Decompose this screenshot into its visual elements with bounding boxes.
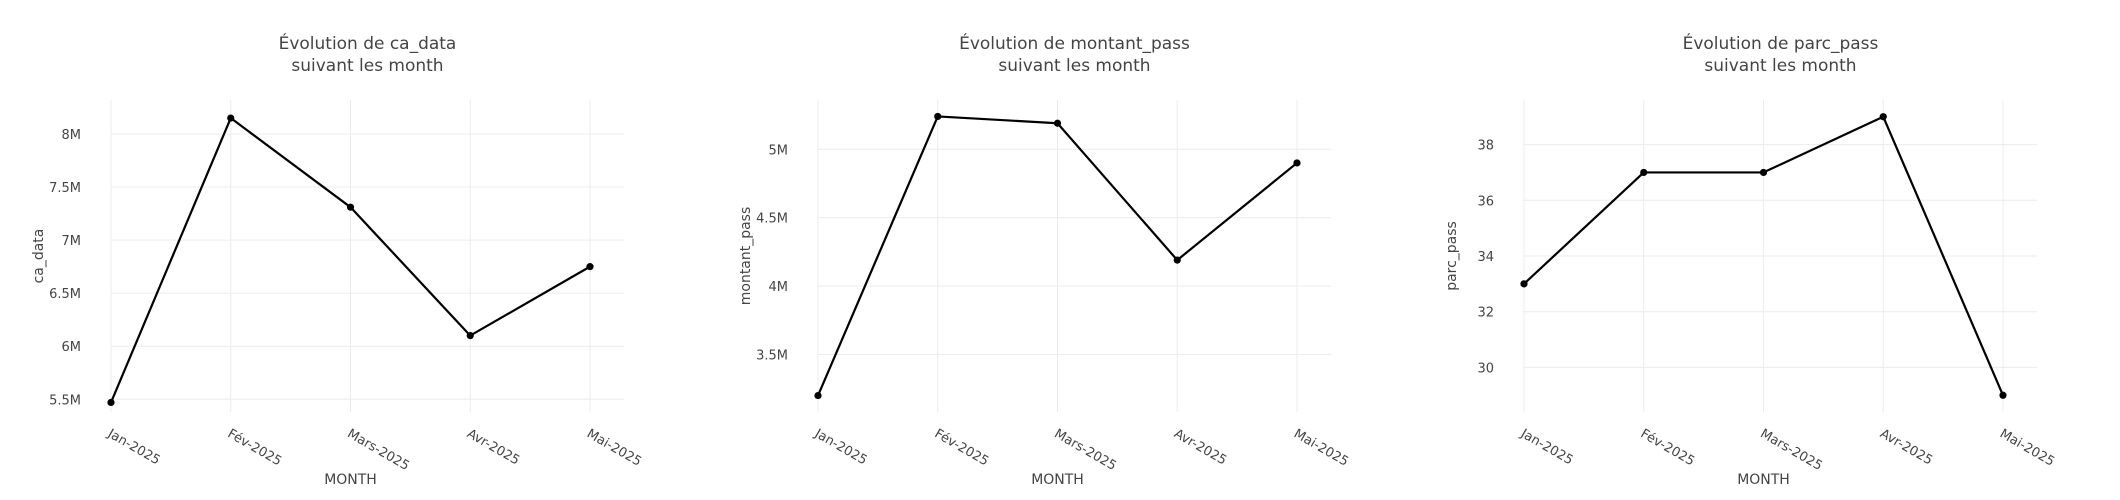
chart-title: Évolution de parc_pass (1683, 32, 1879, 54)
y-axis-title: montant_pass (738, 207, 754, 305)
x-tick-label: Mai-2025 (584, 426, 644, 469)
x-tick-label: Fév-2025 (225, 426, 284, 469)
y-tick-label: 4.5M (756, 212, 788, 227)
chart-title: Évolution de montant_pass (959, 32, 1190, 54)
x-tick-label: Mai-2025 (1291, 426, 1351, 469)
y-tick-label: 34 (1478, 250, 1495, 265)
y-tick-label: 6.5M (49, 287, 81, 302)
x-tick-label: Jan-2025 (104, 426, 162, 468)
data-point[interactable] (586, 263, 594, 271)
y-axis-title: parc_pass (1444, 221, 1460, 291)
y-tick-label: 8M (62, 128, 81, 143)
data-point[interactable] (107, 398, 115, 407)
data-point[interactable] (1999, 391, 2007, 399)
x-tick-label: Mai-2025 (1997, 426, 2057, 469)
data-point[interactable] (1520, 280, 1528, 288)
y-tick-label: 5M (768, 143, 787, 158)
data-point[interactable] (227, 114, 235, 122)
x-tick-label: Jan-2025 (811, 426, 869, 468)
y-tick-label: 6M (62, 340, 81, 355)
data-point[interactable] (814, 391, 822, 400)
y-tick-label: 38 (1478, 139, 1495, 154)
x-axis-title: MONTH (324, 472, 377, 488)
x-tick-label: Mars-2025 (1051, 426, 1118, 473)
chart-title: Évolution de ca_data (279, 32, 457, 54)
x-tick-label: Mars-2025 (344, 426, 411, 473)
x-tick-label: Fév-2025 (931, 426, 990, 469)
data-point[interactable] (1173, 256, 1181, 264)
data-point[interactable] (1640, 168, 1648, 177)
x-tick-label: Avr-2025 (1878, 426, 1936, 468)
x-axis-title: MONTH (1031, 472, 1084, 488)
y-tick-label: 36 (1478, 194, 1495, 209)
data-point[interactable] (1293, 159, 1301, 167)
x-tick-label: Fév-2025 (1638, 426, 1697, 469)
x-tick-label: Avr-2025 (1171, 426, 1229, 468)
x-tick-label: Mars-2025 (1758, 426, 1825, 473)
x-tick-label: Avr-2025 (464, 426, 522, 468)
chart-title: suivant les month (1705, 56, 1857, 76)
x-tick-label: Jan-2025 (1517, 426, 1575, 468)
data-point[interactable] (466, 331, 474, 340)
y-axis-title: ca_data (31, 229, 47, 284)
data-point[interactable] (1879, 113, 1888, 121)
data-point[interactable] (346, 203, 355, 211)
y-tick-label: 5.5M (49, 393, 81, 408)
chart-title: suivant les month (998, 56, 1150, 76)
data-point[interactable] (1053, 119, 1061, 127)
x-axis-title: MONTH (1738, 472, 1791, 488)
y-tick-label: 30 (1478, 361, 1495, 376)
y-tick-label: 4M (768, 280, 787, 295)
y-tick-label: 7M (62, 234, 81, 249)
y-tick-label: 7.5M (49, 181, 81, 196)
y-tick-label: 32 (1478, 306, 1495, 321)
y-tick-label: 3.5M (756, 349, 788, 364)
chart-title: suivant les month (291, 56, 443, 76)
data-point[interactable] (1760, 168, 1768, 177)
data-point[interactable] (933, 112, 942, 121)
